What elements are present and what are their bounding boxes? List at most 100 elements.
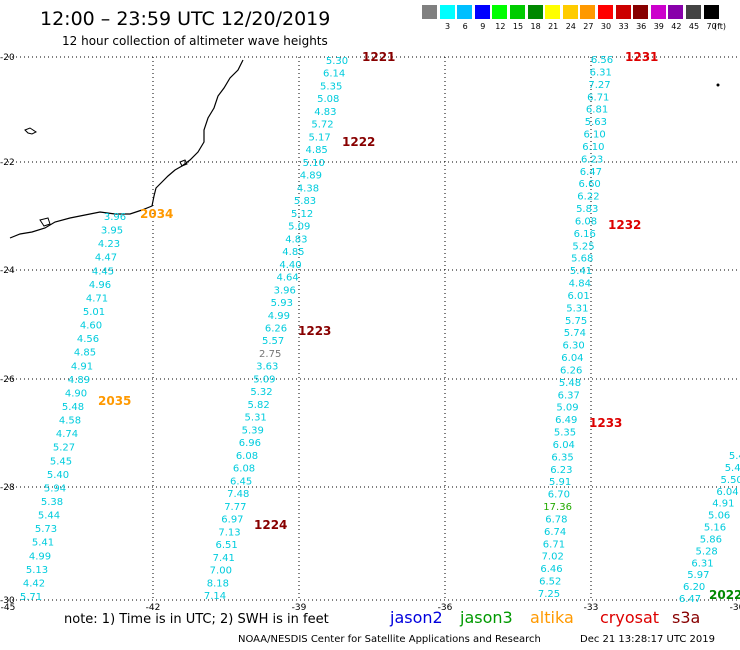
satellite-legend-item: jason2 <box>390 608 443 627</box>
wave-height-value: 4.64 <box>276 273 298 284</box>
wave-height-value: 5.40 <box>47 470 69 481</box>
wave-height-value: 4.56 <box>77 334 99 345</box>
wave-height-value: 6.60 <box>579 179 601 190</box>
pass-time-label: 1221 <box>362 50 395 64</box>
wave-height-value: 3.95 <box>101 226 123 237</box>
wave-height-value: 6.78 <box>545 514 567 525</box>
wave-height-value: 5.45 <box>50 456 72 467</box>
wave-height-value: 5.83 <box>294 196 316 207</box>
wave-height-value: 6.04 <box>716 487 738 498</box>
wave-height-value: 5.93 <box>271 298 293 309</box>
color-scale-swatch <box>703 5 719 19</box>
wave-height-value: 5.32 <box>250 387 272 398</box>
wave-height-value: 4.38 <box>297 183 319 194</box>
wave-height-value: 5.41 <box>32 538 54 549</box>
wave-height-value: 5.86 <box>700 534 722 545</box>
color-scale-swatch <box>527 5 543 19</box>
wave-height-value: 7.77 <box>224 502 246 513</box>
pass-time-label: 2022 <box>709 588 740 602</box>
wave-height-value: 6.71 <box>543 539 565 550</box>
wave-height-value: 5.10 <box>303 158 325 169</box>
color-scale-tick: 21 <box>548 22 559 31</box>
color-scale-tick: 12 <box>495 22 506 31</box>
wave-height-value: 5.44 <box>38 511 60 522</box>
wave-height-value: 7.02 <box>542 552 564 563</box>
wave-height-value: 7.25 <box>538 589 560 600</box>
lat-tick-label: -30 <box>0 596 15 606</box>
wave-height-value: 6.97 <box>221 515 243 526</box>
wave-height-value: 4.85 <box>74 348 96 359</box>
wave-height-value: 5.01 <box>83 307 105 318</box>
wave-height-value: 5.57 <box>262 336 284 347</box>
pass-time-label: 1231 <box>625 50 658 64</box>
lat-tick-label: -20 <box>0 53 15 63</box>
wave-height-value: 6.37 <box>558 390 580 401</box>
wave-height-value: 5.08 <box>317 94 339 105</box>
footer-credit: NOAA/NESDIS Center for Satellite Applica… <box>238 634 541 645</box>
color-scale-tick: 24 <box>565 22 576 31</box>
wave-height-value: 4.40 <box>279 260 301 271</box>
wave-height-value: 7.48 <box>227 489 249 500</box>
wave-height-value: 5.31 <box>245 413 267 424</box>
color-scale-tick: 3 <box>445 22 451 31</box>
color-scale-tick: 45 <box>688 22 700 31</box>
wave-height-value: 2.75 <box>259 349 281 360</box>
color-scale-tick: 39 <box>653 22 664 31</box>
island-outline <box>39 217 51 227</box>
wave-height-value: 4.42 <box>23 578 45 589</box>
wave-height-value: 5.09 <box>288 222 310 233</box>
wave-height-value: 6.20 <box>683 582 705 593</box>
wave-height-value: 5.41 <box>570 266 592 277</box>
pass-time-label: 1222 <box>342 135 375 149</box>
wave-height-value: 5.48 <box>62 402 84 413</box>
satellite-legend-item: jason3 <box>460 608 513 627</box>
wave-height-value: 3.96 <box>104 212 126 223</box>
color-scale-swatch <box>668 5 684 19</box>
wave-height-value: 5.35 <box>554 428 576 439</box>
pass-time-label: 1224 <box>254 518 287 532</box>
wave-height-value: 6.56 <box>591 55 613 66</box>
lon-tick-label: -39 <box>292 603 307 613</box>
map-title: 12:00 – 23:59 UTC 12/20/2019 <box>40 8 331 30</box>
wave-height-value: 5.12 <box>291 209 313 220</box>
wave-height-value: 6.52 <box>539 577 561 588</box>
lat-tick-label: -24 <box>0 266 15 276</box>
wave-height-value: 6.74 <box>544 527 566 538</box>
color-scale-swatch <box>457 5 473 19</box>
wave-height-value: 4.91 <box>71 361 93 372</box>
coastline <box>9 59 244 239</box>
wave-height-value: 6.23 <box>550 465 572 476</box>
color-scale-swatch <box>686 5 701 19</box>
wave-height-value: 8.18 <box>207 578 229 589</box>
color-scale-swatch <box>439 5 455 19</box>
wave-height-value: 6.01 <box>567 291 589 302</box>
wave-height-value: 6.22 <box>577 192 599 203</box>
wave-height-value: 5.72 <box>311 120 333 131</box>
wave-height-value: 5.31 <box>566 303 588 314</box>
wave-height-value: 5.30 <box>326 56 348 67</box>
wave-height-value: 6.10 <box>583 130 605 141</box>
lon-tick-label: -42 <box>146 603 161 613</box>
wave-height-value: 4.23 <box>98 239 120 250</box>
island-outline <box>179 159 188 167</box>
wave-height-value: 6.23 <box>581 154 603 165</box>
wave-height-value: 5.94 <box>44 483 66 494</box>
satellite-legend-item: cryosat <box>600 608 660 627</box>
wave-height-value: 4.60 <box>80 321 102 332</box>
island-outline <box>24 127 37 135</box>
wave-height-value: 4.91 <box>712 499 734 510</box>
color-scale-swatch <box>492 5 508 19</box>
wave-height-value: 4.85 <box>306 145 328 156</box>
color-scale-swatch <box>650 5 666 19</box>
wave-height-value: 6.16 <box>574 229 596 240</box>
wave-height-value: 5.28 <box>696 546 718 557</box>
wave-height-value: 5.48 <box>725 463 740 474</box>
color-scale-tick: 15 <box>512 22 524 31</box>
color-scale-swatch <box>580 5 596 19</box>
wave-height-value: 6.47 <box>580 167 602 178</box>
wave-height-value: 4.83 <box>285 234 307 245</box>
wave-height-value: 6.51 <box>215 540 237 551</box>
wave-height-value: 4.83 <box>314 107 336 118</box>
wave-height-value: 17.36 <box>543 502 572 513</box>
